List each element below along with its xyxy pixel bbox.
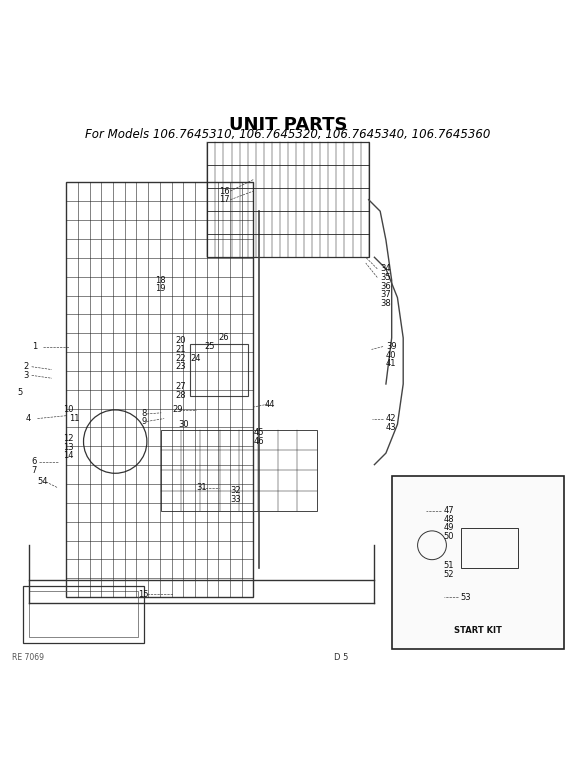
Text: 7: 7 xyxy=(32,466,37,475)
Text: D 5: D 5 xyxy=(334,654,348,663)
Bar xyxy=(29,591,138,637)
Text: 9: 9 xyxy=(141,417,146,426)
Text: 17: 17 xyxy=(219,195,229,204)
Text: START KIT: START KIT xyxy=(454,626,502,634)
Text: 48: 48 xyxy=(444,515,454,524)
Text: 51: 51 xyxy=(444,561,454,570)
Bar xyxy=(461,528,518,568)
Text: 5: 5 xyxy=(17,388,22,397)
Bar xyxy=(392,476,564,649)
Text: 53: 53 xyxy=(461,593,471,601)
Text: 45: 45 xyxy=(253,429,264,438)
Text: 14: 14 xyxy=(63,452,74,461)
Text: 12: 12 xyxy=(63,434,74,443)
Text: 4: 4 xyxy=(26,414,31,423)
Text: 32: 32 xyxy=(230,486,241,495)
Text: 36: 36 xyxy=(380,282,391,290)
Text: 16: 16 xyxy=(219,187,229,196)
Text: 40: 40 xyxy=(386,351,396,359)
Text: 49: 49 xyxy=(444,524,454,532)
Text: 1: 1 xyxy=(32,342,37,351)
Text: 11: 11 xyxy=(69,414,79,423)
Bar xyxy=(23,585,144,644)
Text: 10: 10 xyxy=(63,406,74,415)
Text: 52: 52 xyxy=(444,570,454,578)
Text: 50: 50 xyxy=(444,532,454,541)
Text: 6: 6 xyxy=(32,457,37,466)
Text: 18: 18 xyxy=(156,276,166,285)
Text: 47: 47 xyxy=(444,506,454,515)
Bar xyxy=(207,142,369,257)
Text: 26: 26 xyxy=(219,333,229,343)
Text: 2: 2 xyxy=(23,362,28,371)
Text: 38: 38 xyxy=(380,299,391,308)
Text: UNIT PARTS: UNIT PARTS xyxy=(229,116,347,134)
Text: 15: 15 xyxy=(138,590,149,599)
Text: 46: 46 xyxy=(253,437,264,446)
Text: 54: 54 xyxy=(37,478,48,486)
Text: 41: 41 xyxy=(386,359,396,369)
Text: 42: 42 xyxy=(386,414,396,423)
Text: 13: 13 xyxy=(63,443,74,452)
Text: 8: 8 xyxy=(141,409,146,419)
Text: 43: 43 xyxy=(386,422,396,432)
Text: 44: 44 xyxy=(265,399,275,409)
Text: 25: 25 xyxy=(204,342,215,351)
Text: 34: 34 xyxy=(380,264,391,273)
Text: For Models 106.7645310, 106.7645320, 106.7645340, 106.7645360: For Models 106.7645310, 106.7645320, 106… xyxy=(85,127,491,141)
Text: 35: 35 xyxy=(380,273,391,282)
Text: 28: 28 xyxy=(176,391,186,400)
Text: 31: 31 xyxy=(196,483,206,492)
Text: 39: 39 xyxy=(386,342,396,351)
Text: 21: 21 xyxy=(176,345,186,354)
Bar xyxy=(161,430,317,511)
Text: 19: 19 xyxy=(156,284,166,293)
Text: 22: 22 xyxy=(176,353,186,362)
Text: 29: 29 xyxy=(173,406,183,415)
Text: 23: 23 xyxy=(176,362,186,371)
Text: 30: 30 xyxy=(179,420,189,429)
Text: 27: 27 xyxy=(176,382,186,392)
Text: 33: 33 xyxy=(230,495,241,504)
Text: RE 7069: RE 7069 xyxy=(12,654,44,663)
Bar xyxy=(66,183,253,598)
Text: 24: 24 xyxy=(190,353,200,362)
Text: 37: 37 xyxy=(380,290,391,300)
Text: 3: 3 xyxy=(23,371,28,380)
Text: 20: 20 xyxy=(176,336,186,346)
Bar xyxy=(190,344,248,396)
